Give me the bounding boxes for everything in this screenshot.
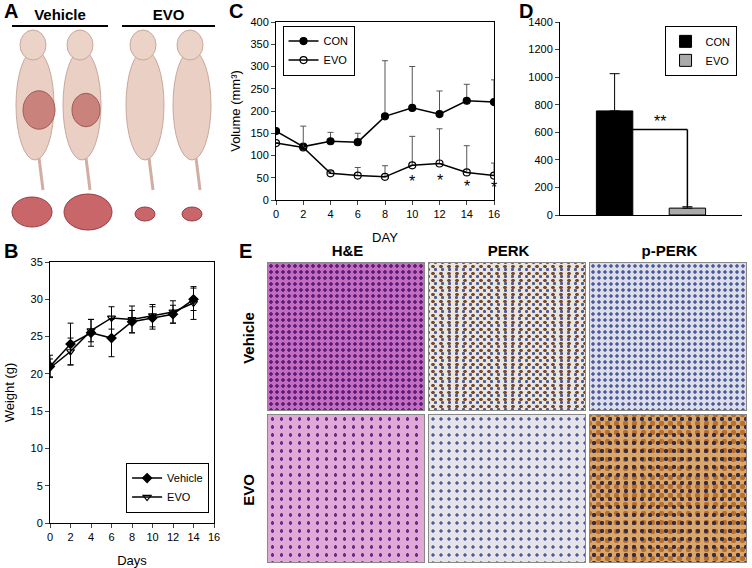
svg-text:0: 0 (273, 208, 279, 220)
svg-text:350: 350 (250, 38, 268, 50)
svg-text:1000: 1000 (528, 71, 552, 83)
svg-text:5: 5 (37, 480, 43, 492)
svg-text:Volume (mm³): Volume (mm³) (228, 70, 243, 152)
svg-text:200: 200 (534, 181, 552, 193)
svg-text:4: 4 (88, 531, 94, 543)
html-text:p-PERK: p-PERK (641, 242, 698, 259)
svg-text:4: 4 (327, 208, 333, 220)
svg-text:150: 150 (250, 127, 268, 139)
svg-text:12: 12 (433, 208, 445, 220)
svg-text:6: 6 (108, 531, 114, 543)
svg-text:35: 35 (31, 256, 43, 268)
html-text:PERK: PERK (487, 242, 530, 259)
html-text:D: D (519, 0, 534, 22)
html-text:H&E: H&E (331, 242, 364, 259)
svg-text:25: 25 (31, 330, 43, 342)
svg-text:800: 800 (534, 99, 552, 111)
svg-text:400: 400 (534, 154, 552, 166)
svg-text:200: 200 (250, 105, 268, 117)
svg-text:EVO: EVO (153, 6, 185, 23)
html-text:E: E (239, 240, 253, 262)
svg-text:10: 10 (146, 531, 158, 543)
svg-text:14: 14 (461, 208, 473, 220)
svg-text:EVO: EVO (706, 55, 730, 67)
svg-text:100: 100 (250, 149, 268, 161)
svg-text:10: 10 (406, 208, 418, 220)
html-text:B: B (4, 240, 19, 262)
svg-text:Vehicle: Vehicle (34, 6, 86, 23)
svg-text:300: 300 (250, 60, 268, 72)
svg-text:0: 0 (37, 517, 43, 529)
svg-text:250: 250 (250, 83, 268, 95)
svg-text:**: ** (654, 113, 666, 130)
svg-text:600: 600 (534, 126, 552, 138)
svg-text:8: 8 (129, 531, 135, 543)
svg-text:CON: CON (324, 35, 349, 47)
svg-text:8: 8 (382, 208, 388, 220)
svg-text:20: 20 (31, 368, 43, 380)
svg-text:Days: Days (117, 553, 147, 568)
svg-text:16: 16 (208, 531, 220, 543)
svg-text:10: 10 (31, 442, 43, 454)
svg-text:Vehicle: Vehicle (167, 472, 202, 484)
html-text:A: A (4, 0, 19, 22)
svg-text:0: 0 (47, 531, 53, 543)
svg-text:16: 16 (488, 208, 500, 220)
svg-text:14: 14 (187, 531, 199, 543)
html-text:C: C (229, 0, 244, 22)
svg-text:2: 2 (67, 531, 73, 543)
svg-text:400: 400 (250, 16, 268, 28)
svg-text:6: 6 (355, 208, 361, 220)
svg-text:30: 30 (31, 293, 43, 305)
svg-text:DAY: DAY (372, 230, 398, 245)
svg-text:EVO: EVO (167, 491, 191, 503)
html-text:Vehicle: Vehicle (240, 312, 257, 364)
svg-text:*: * (464, 178, 470, 195)
html-text:EVO: EVO (240, 474, 257, 506)
svg-text:*: * (437, 172, 443, 189)
svg-text:1200: 1200 (528, 43, 552, 55)
svg-text:1400: 1400 (528, 15, 553, 28)
svg-text:2: 2 (300, 208, 306, 220)
svg-text:0: 0 (547, 209, 553, 221)
svg-text:50: 50 (257, 172, 269, 184)
svg-text:0: 0 (263, 194, 269, 206)
svg-text:*: * (491, 179, 497, 196)
svg-text:15: 15 (31, 405, 43, 417)
svg-text:CON: CON (706, 36, 731, 48)
svg-text:*: * (409, 173, 415, 190)
svg-text:Weight (g): Weight (g) (2, 363, 17, 423)
svg-text:12: 12 (167, 531, 179, 543)
svg-text:EVO: EVO (324, 54, 348, 66)
